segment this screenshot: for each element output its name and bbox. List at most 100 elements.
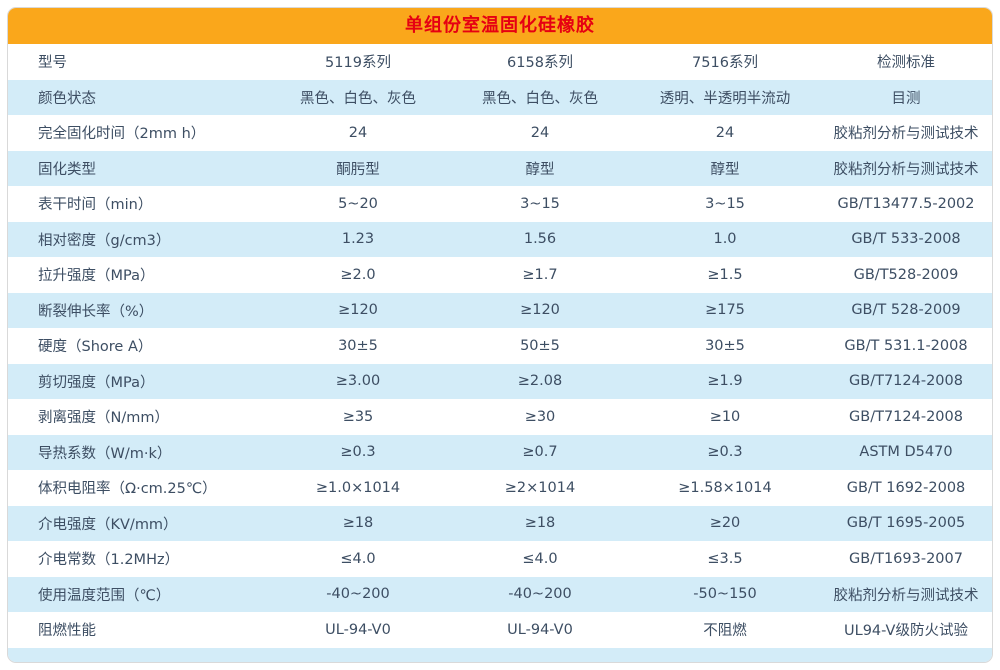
table-cell: GB/T 1692-2008 (846, 479, 966, 496)
table-row: 颜色状态 黑色、白色、灰色 黑色、白色、灰色 透明、半透明半流动 目测 (8, 79, 992, 115)
table-cell: ≥18 (524, 515, 556, 532)
table-cell: ≥0.7 (522, 444, 558, 461)
row-label: 阻燃性能 (38, 623, 96, 640)
table-row: 表干时间（min） 5~20 3~15 3~15 GB/T13477.5-2002 (8, 186, 992, 222)
table-cell: ≥30 (524, 408, 556, 425)
table-cell: GB/T7124-2008 (849, 373, 963, 390)
table-cell: GB/T 528-2009 (851, 302, 961, 319)
row-label: 相对密度（g/cm3） (38, 232, 171, 249)
column-header: 6158系列 (507, 55, 573, 72)
table-row: 阻燃性能 UL-94-V0 UL-94-V0 不阻燃 UL94-V级防火试验 (8, 612, 992, 648)
column-header-model: 型号 (38, 55, 67, 72)
row-label: 完全固化时间（2mm h） (38, 126, 206, 143)
table-cell: ≥0.3 (340, 444, 376, 461)
table-cell: 黑色、白色、灰色 (482, 90, 598, 107)
table-cell: ≥10 (709, 408, 741, 425)
table-cell: 目测 (891, 90, 921, 107)
table-cell: ≥18 (342, 515, 374, 532)
table-cell: 24 (530, 124, 550, 141)
table-cell: 胶粘剂分析与测试技术 (833, 161, 979, 178)
row-label: 固化类型 (38, 161, 96, 178)
table-cell: GB/T528-2009 (853, 266, 959, 283)
table-cell: GB/T7124-2008 (849, 408, 963, 425)
table-cell: UL94-V级防火试验 (844, 623, 968, 640)
table-cell: -40~200 (326, 586, 390, 603)
column-header: 5119系列 (325, 55, 391, 72)
row-label: 拉升强度（MPa） (38, 268, 155, 285)
table-cell: ≥1.5 (707, 266, 743, 283)
table-cell: ASTM D5470 (859, 444, 953, 461)
row-label: 导热系数（W/m·k） (38, 445, 172, 462)
table-cell: GB/T 531.1-2008 (844, 337, 968, 354)
table-cell: ≥1.0×1014 (315, 479, 401, 496)
table-cell: 透明、半透明半流动 (659, 90, 791, 107)
table-row: 硬度（Shore A） 30±5 50±5 30±5 GB/T 531.1-2008 (8, 328, 992, 364)
table-body: 颜色状态 黑色、白色、灰色 黑色、白色、灰色 透明、半透明半流动 目测完全固化时间（2m… (8, 79, 992, 648)
table-cell: 胶粘剂分析与测试技术 (833, 587, 979, 604)
table-row: 剪切强度（MPa） ≥3.00 ≥2.08 ≥1.9 GB/T7124-2008 (8, 363, 992, 399)
table-cell: ≥35 (342, 408, 374, 425)
table-cell: 胶粘剂分析与测试技术 (833, 126, 979, 143)
table-cell: UL-94-V0 (507, 621, 573, 638)
table-cell: GB/T 1695-2005 (846, 515, 966, 532)
table-cell: ≥2.0 (340, 266, 376, 283)
table-row: 断裂伸长率（%） ≥120 ≥120 ≥175 GB/T 528-2009 (8, 292, 992, 328)
table-row: 相对密度（g/cm3） 1.23 1.56 1.0 GB/T 533-2008 (8, 221, 992, 257)
spec-table: 型号 5119系列 6158系列 7516系列 检测标准 颜色状态 黑色、白色、灰色 黑色、… (8, 44, 992, 648)
table-cell: 30±5 (705, 337, 745, 354)
table-row: 剥离强度（N/mm） ≥35 ≥30 ≥10 GB/T7124-2008 (8, 399, 992, 435)
table-row: 介电强度（KV/mm） ≥18 ≥18 ≥20 GB/T 1695-2005 (8, 505, 992, 541)
row-label: 介电常数（1.2MHz） (38, 552, 180, 569)
row-label: 剪切强度（MPa） (38, 374, 155, 391)
table-cell: ≥1.9 (707, 373, 743, 390)
table-cell: ≥2×1014 (504, 479, 576, 496)
table-cell: ≥1.7 (522, 266, 558, 283)
table-cell: 醇型 (710, 161, 740, 178)
table-cell: 30±5 (338, 337, 378, 354)
row-label: 介电强度（KV/mm） (38, 516, 178, 533)
table-cell: ≥3.00 (335, 373, 381, 390)
table-cell: 24 (348, 124, 368, 141)
table-cell: ≤4.0 (522, 550, 558, 567)
table-cell: -50~150 (693, 586, 757, 603)
table-cell: 1.56 (523, 231, 557, 248)
spec-sheet: 单组份室温固化硅橡胶 型号 5119系列 6158系列 7516系列 检测标准 颜色状态… (7, 7, 993, 663)
table-cell: 5~20 (338, 195, 378, 212)
table-cell: 24 (715, 124, 735, 141)
table-row: 拉升强度（MPa） ≥2.0 ≥1.7 ≥1.5 GB/T528-2009 (8, 257, 992, 293)
table-cell: 1.0 (713, 231, 737, 248)
row-label: 硬度（Shore A） (38, 339, 153, 356)
table-cell: ≥0.3 (707, 444, 743, 461)
table-row: 固化类型 酮肟型 醇型 醇型 胶粘剂分析与测试技术 (8, 150, 992, 186)
table-cell: 黑色、白色、灰色 (300, 90, 416, 107)
table-cell: ≤4.0 (340, 550, 376, 567)
table-cell: ≥175 (705, 302, 745, 319)
table-cell: ≥2.08 (517, 373, 563, 390)
table-cell: ≥120 (338, 302, 378, 319)
table-cell: 1.23 (341, 231, 375, 248)
table-cell: 醇型 (525, 161, 555, 178)
table-row: 介电常数（1.2MHz） ≤4.0 ≤4.0 ≤3.5 GB/T1693-2007 (8, 541, 992, 577)
table-cell: GB/T1693-2007 (849, 550, 963, 567)
table-cell: UL-94-V0 (325, 621, 391, 638)
bottom-strip (8, 647, 992, 662)
table-row: 使用温度范围（℃） -40~200 -40~200 -50~150 胶粘剂分析与测试技术 (8, 576, 992, 612)
table-header-row: 型号 5119系列 6158系列 7516系列 检测标准 (8, 44, 992, 80)
table-cell: GB/T 533-2008 (851, 231, 961, 248)
row-label: 剥离强度（N/mm） (38, 410, 169, 427)
table-cell: 不阻燃 (703, 623, 747, 640)
table-cell: ≥1.58×1014 (678, 479, 772, 496)
column-header: 7516系列 (692, 55, 758, 72)
row-label: 体积电阻率（Ω·cm.25℃） (38, 481, 217, 498)
table-cell: 酮肟型 (336, 161, 380, 178)
table-cell: ≤3.5 (707, 550, 743, 567)
table-cell: ≥20 (709, 515, 741, 532)
row-label: 颜色状态 (38, 90, 96, 107)
table-row: 体积电阻率（Ω·cm.25℃） ≥1.0×1014 ≥2×1014 ≥1.58×101… (8, 470, 992, 506)
table-cell: 3~15 (520, 195, 560, 212)
row-label: 表干时间（min） (38, 197, 153, 214)
row-label: 使用温度范围（℃） (38, 587, 171, 604)
column-header: 检测标准 (877, 55, 935, 72)
table-cell: ≥120 (520, 302, 560, 319)
table-cell: GB/T13477.5-2002 (837, 195, 975, 212)
